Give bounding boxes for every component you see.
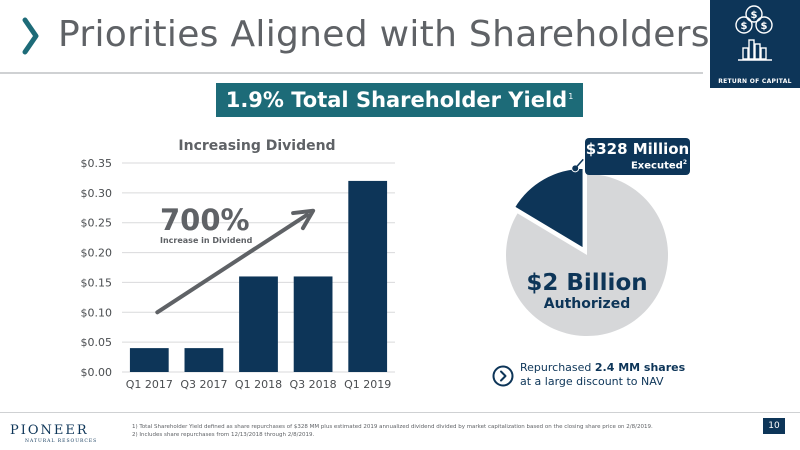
dividend-increase-value: 700% (160, 203, 250, 237)
footer-divider (0, 412, 800, 413)
x-tick-label: Q3 2017 (180, 378, 227, 391)
y-tick-label: $0.10 (81, 306, 113, 319)
callout-leader-line (574, 158, 584, 169)
bar (129, 348, 169, 372)
x-tick-label: Q1 2019 (344, 378, 391, 391)
shareholder-yield-text: 1.9% Total Shareholder Yield (225, 88, 568, 112)
badge-label: RETURN OF CAPITAL (718, 78, 792, 85)
page-number: 10 (763, 418, 785, 434)
executed-footnote-marker: 2 (682, 159, 687, 166)
footnote-1: 1) Total Shareholder Yield defined as sh… (132, 424, 653, 430)
x-tick-label: Q1 2018 (235, 378, 282, 391)
svg-text:$: $ (741, 21, 748, 32)
trend-arrow-head (291, 208, 316, 231)
company-logo-wordmark: PIONEER (10, 423, 89, 438)
footnote-2: 2) Includes share repurchases from 12/13… (132, 432, 315, 438)
repurchase-note-shares: 2.4 MM shares (594, 361, 686, 374)
dollar-coins-bar-chart-icon: $ $ $ (735, 5, 773, 61)
x-tick-label: Q1 2017 (126, 378, 173, 391)
authorized-amount: $2 Billion (526, 270, 648, 296)
shareholder-yield-banner: 1.9% Total Shareholder Yield 1 (216, 83, 583, 117)
yield-footnote-marker: 1 (568, 91, 574, 101)
bar (348, 180, 388, 372)
y-tick-label: $0.30 (81, 187, 113, 200)
company-logo-subtitle: NATURAL RESOURCES (25, 439, 98, 444)
y-tick-label: $0.25 (81, 217, 113, 230)
svg-text:$: $ (751, 10, 758, 21)
executed-amount: $328 Million (585, 140, 690, 158)
bar (184, 348, 224, 372)
executed-label-line: Executed2 (585, 159, 687, 171)
chart-title: Increasing Dividend (178, 138, 336, 154)
trend-arrow-shaft (155, 212, 310, 315)
svg-text:$: $ (761, 21, 768, 32)
dividend-increase-caption: Increase in Dividend (160, 236, 253, 245)
return-of-capital-badge: $ $ $ (710, 0, 800, 88)
y-tick-label: $0.00 (81, 366, 113, 379)
executed-callout: $328 Million Executed2 (585, 138, 690, 175)
y-tick-label: $0.15 (81, 276, 113, 289)
authorized-label: Authorized (543, 296, 631, 312)
y-tick-label: $0.05 (81, 336, 113, 349)
repurchase-note-prefix: Repurchased (520, 361, 595, 374)
x-tick-label: Q3 2018 (290, 378, 337, 391)
chevron-right-circle-icon (492, 365, 514, 387)
executed-label: Executed (630, 160, 683, 172)
repurchase-note-line2: at a large discount to NAV (520, 375, 664, 388)
bar (293, 276, 333, 372)
repurchase-note-line1: Repurchased 2.4 MM shares (520, 361, 685, 374)
y-tick-label: $0.35 (81, 157, 113, 170)
page-title: Priorities Aligned with Shareholders (58, 14, 710, 55)
chevron-right-icon (22, 17, 39, 55)
bar (239, 276, 278, 372)
title-divider (0, 72, 703, 74)
pie-slice-authorized (506, 174, 669, 336)
y-tick-label: $0.20 (81, 247, 113, 260)
